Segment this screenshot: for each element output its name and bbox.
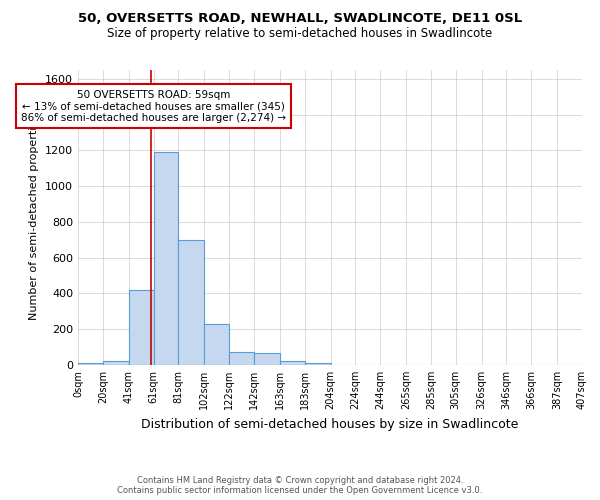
Bar	[280, 360, 305, 365]
Bar	[129, 290, 154, 365]
Bar	[154, 152, 178, 365]
Text: Contains public sector information licensed under the Open Government Licence v3: Contains public sector information licen…	[118, 486, 482, 495]
Text: 50, OVERSETTS ROAD, NEWHALL, SWADLINCOTE, DE11 0SL: 50, OVERSETTS ROAD, NEWHALL, SWADLINCOTE…	[78, 12, 522, 26]
Bar	[78, 363, 103, 365]
Bar	[103, 360, 129, 365]
Bar	[205, 324, 229, 365]
X-axis label: Distribution of semi-detached houses by size in Swadlincote: Distribution of semi-detached houses by …	[142, 418, 518, 430]
Bar	[254, 354, 280, 365]
Y-axis label: Number of semi-detached properties: Number of semi-detached properties	[29, 114, 40, 320]
Bar	[178, 240, 205, 365]
Text: Contains HM Land Registry data © Crown copyright and database right 2024.: Contains HM Land Registry data © Crown c…	[137, 476, 463, 485]
Text: 50 OVERSETTS ROAD: 59sqm
← 13% of semi-detached houses are smaller (345)
86% of : 50 OVERSETTS ROAD: 59sqm ← 13% of semi-d…	[21, 90, 286, 123]
Bar	[229, 352, 254, 365]
Text: Size of property relative to semi-detached houses in Swadlincote: Size of property relative to semi-detach…	[107, 28, 493, 40]
Bar	[305, 363, 331, 365]
